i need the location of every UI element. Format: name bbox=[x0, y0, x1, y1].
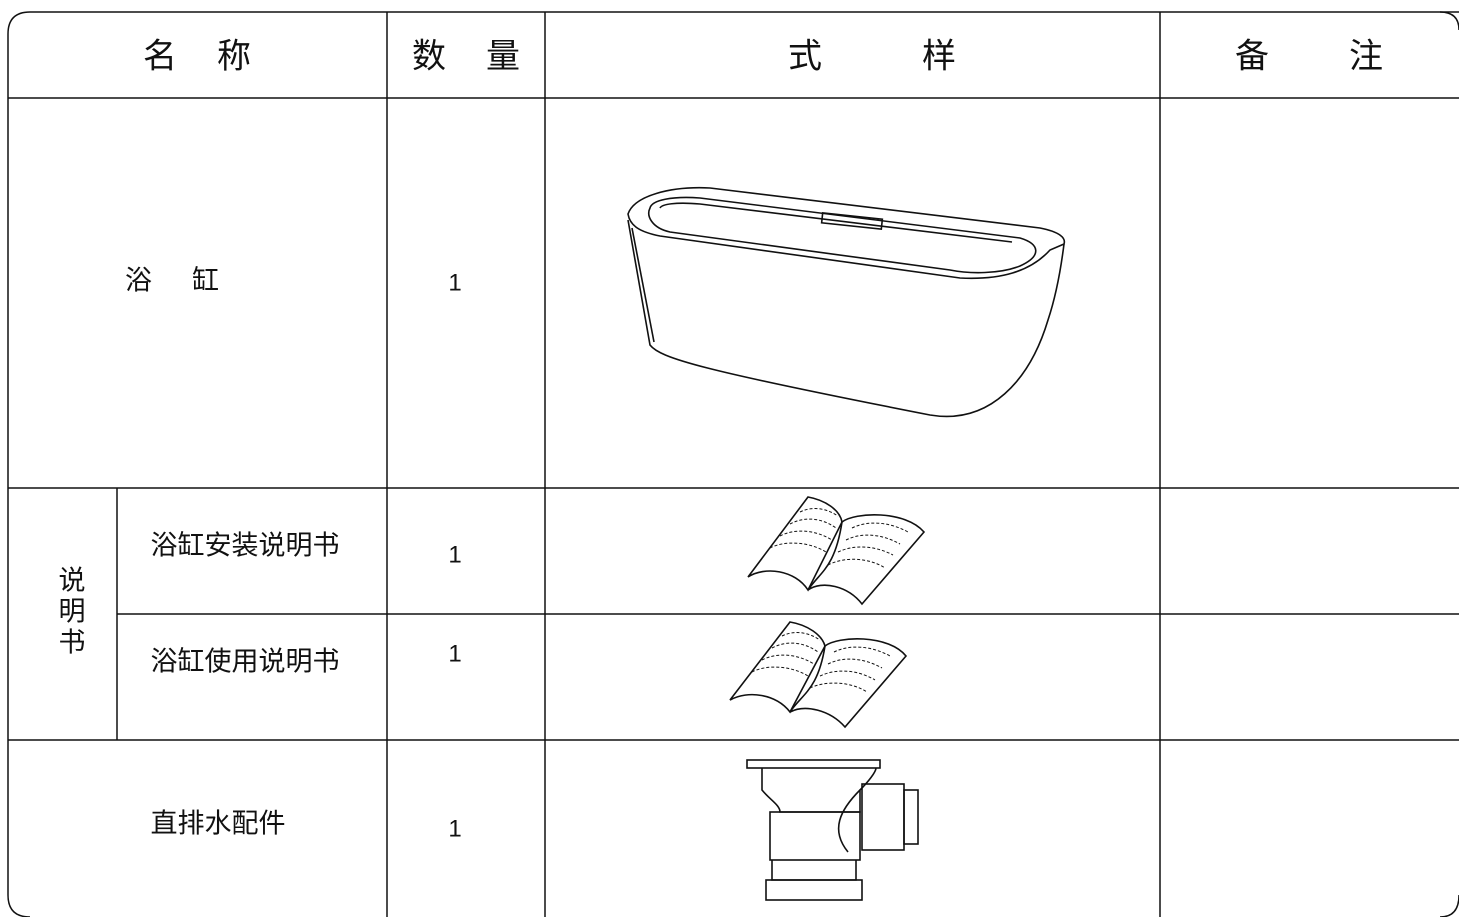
quantity: 1 bbox=[448, 815, 461, 842]
header-cell: 备注 bbox=[1235, 37, 1459, 77]
item-name: 浴缸 bbox=[125, 266, 259, 297]
quantity: 1 bbox=[448, 541, 461, 568]
item-name: 浴缸使用说明书 bbox=[151, 647, 340, 678]
corner bbox=[1439, 894, 1459, 917]
group-name: 说明书 bbox=[54, 565, 85, 658]
corner bbox=[1439, 11, 1459, 31]
header-cell: 名称 bbox=[143, 37, 291, 77]
bathtub-drawing bbox=[627, 186, 1066, 418]
item-name: 浴缸安装说明书 bbox=[151, 531, 340, 562]
manual-drawing bbox=[729, 621, 908, 729]
manual-drawing bbox=[747, 496, 926, 606]
table-grid bbox=[7, 11, 1459, 917]
outer-border bbox=[7, 11, 1459, 917]
header-cell: 数量 bbox=[412, 37, 560, 77]
header-cell: 式样 bbox=[788, 37, 1056, 77]
item-name: 直排水配件 bbox=[151, 809, 286, 840]
drain-drawing bbox=[746, 759, 919, 901]
quantity: 1 bbox=[448, 269, 461, 296]
quantity: 1 bbox=[448, 640, 461, 667]
